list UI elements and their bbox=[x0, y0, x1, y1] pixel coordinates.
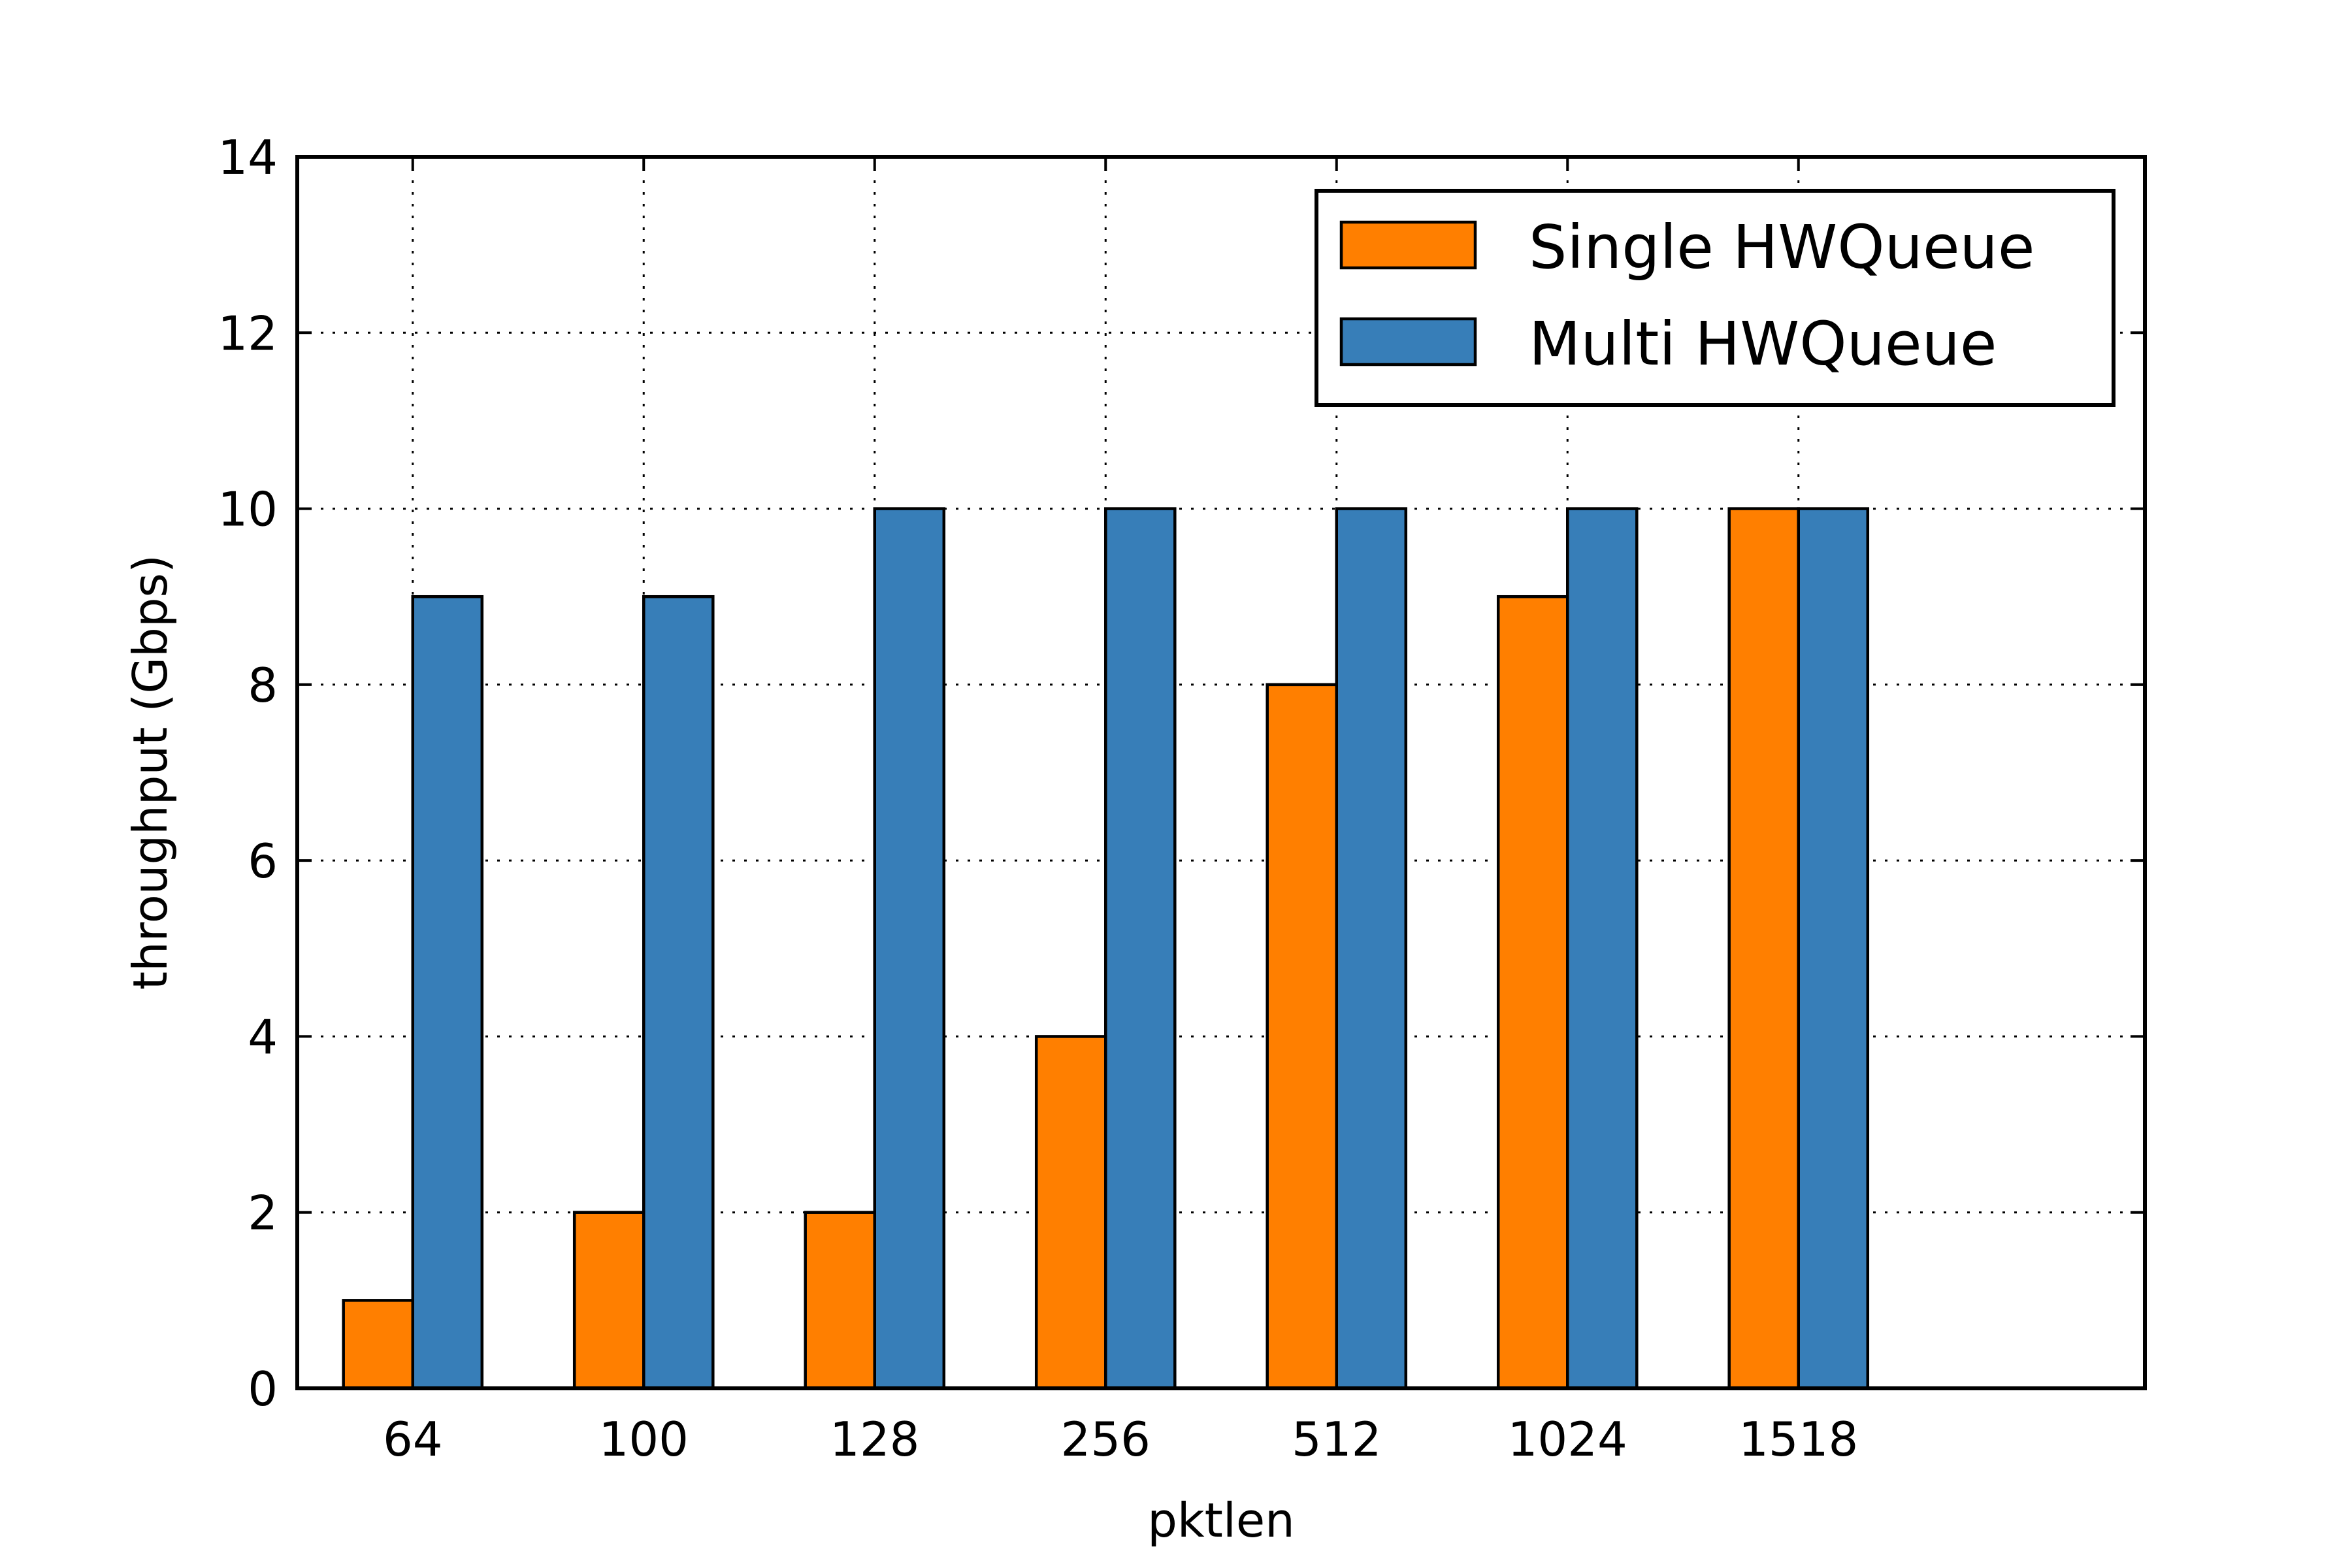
bar-single-hwqueue-128 bbox=[804, 1211, 876, 1390]
x-tick-labels: 64 100 128 256 512 1024 1518 bbox=[383, 1412, 1858, 1467]
y-tick-label: 4 bbox=[248, 1009, 278, 1064]
bar-multi-hwqueue-64 bbox=[411, 595, 484, 1390]
y-tick-label: 0 bbox=[248, 1362, 278, 1416]
x-tick-label: 128 bbox=[830, 1412, 919, 1467]
bar-multi-hwqueue-128 bbox=[873, 507, 946, 1390]
legend-label-multi-hwqueue: Multi HWQueue bbox=[1529, 309, 1997, 379]
y-tick-labels: 0 2 4 6 8 10 12 14 bbox=[218, 130, 278, 1416]
bar-single-hwqueue-64 bbox=[342, 1299, 415, 1390]
legend-label-single-hwqueue: Single HWQueue bbox=[1529, 212, 2034, 282]
x-tick-label: 100 bbox=[599, 1412, 689, 1467]
bar-multi-hwqueue-100 bbox=[642, 595, 715, 1390]
axis-ticks bbox=[297, 155, 2145, 1390]
legend-swatch-multi-hwqueue bbox=[1339, 317, 1477, 367]
plot-frame bbox=[295, 155, 2147, 1390]
y-tick-label: 8 bbox=[248, 658, 278, 713]
bar-single-hwqueue-1518 bbox=[1727, 507, 1800, 1390]
bar-single-hwqueue-512 bbox=[1266, 683, 1338, 1390]
bars bbox=[342, 507, 1870, 1390]
bar-multi-hwqueue-1518 bbox=[1797, 507, 1870, 1390]
y-tick-label: 12 bbox=[218, 306, 278, 361]
y-tick-label: 10 bbox=[218, 482, 278, 537]
bar-single-hwqueue-1024 bbox=[1496, 595, 1569, 1390]
y-axis-label: throughput (Gbps) bbox=[123, 555, 178, 990]
x-tick-label: 1024 bbox=[1508, 1412, 1627, 1467]
x-tick-label: 256 bbox=[1061, 1412, 1151, 1467]
x-tick-label: 64 bbox=[383, 1412, 443, 1467]
x-axis-label: pktlen bbox=[1147, 1493, 1295, 1548]
legend: Single HWQueue Multi HWQueue bbox=[1315, 189, 2115, 407]
y-tick-label: 2 bbox=[248, 1186, 278, 1241]
bar-multi-hwqueue-1024 bbox=[1566, 507, 1639, 1390]
bar-single-hwqueue-256 bbox=[1034, 1035, 1107, 1390]
bar-multi-hwqueue-256 bbox=[1104, 507, 1177, 1390]
bar-single-hwqueue-100 bbox=[572, 1211, 645, 1390]
y-tick-label: 14 bbox=[218, 130, 278, 185]
bar-multi-hwqueue-512 bbox=[1335, 507, 1408, 1390]
legend-swatch-single-hwqueue bbox=[1339, 220, 1477, 270]
y-tick-label: 6 bbox=[248, 834, 278, 889]
x-tick-label: 512 bbox=[1292, 1412, 1381, 1467]
x-tick-label: 1518 bbox=[1739, 1412, 1858, 1467]
